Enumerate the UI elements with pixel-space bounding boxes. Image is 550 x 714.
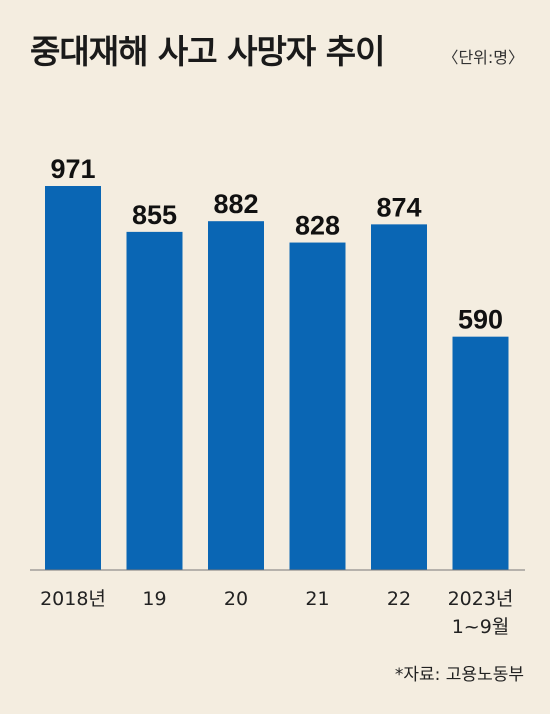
bars-group: 971 2018년 855 19 882 20 828 21 874 22 590 2023년 1~9월 (40, 154, 513, 638)
category-label: 22 (387, 588, 411, 610)
value-label: 882 (213, 189, 258, 219)
bar (45, 186, 101, 570)
bar (126, 231, 183, 570)
chart-title: 중대재해 사고 사망자 추이 (30, 32, 385, 71)
bar (371, 224, 427, 570)
category-label: 20 (224, 588, 248, 610)
value-label: 874 (376, 192, 421, 222)
bar (208, 221, 264, 570)
category-label: 21 (305, 588, 329, 610)
category-label: 19 (142, 588, 166, 610)
category-label: 2018년 (40, 588, 106, 610)
source-label: *자료: 고용노동부 (394, 665, 524, 685)
value-label: 971 (50, 154, 95, 184)
bar (452, 336, 509, 570)
value-label: 590 (458, 305, 503, 335)
category-label: 2023년 (448, 588, 514, 610)
unit-label: 〈단위:명〉 (442, 48, 524, 67)
value-label: 828 (295, 211, 340, 241)
bar (289, 242, 346, 570)
value-label: 855 (132, 200, 177, 230)
category-label: 1~9월 (452, 616, 510, 638)
